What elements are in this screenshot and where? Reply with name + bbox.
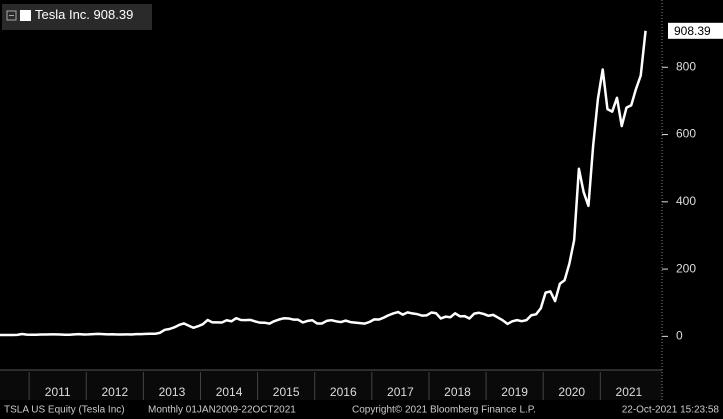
x-tick-label: 2015 bbox=[273, 385, 300, 399]
y-tick-label: 0 bbox=[676, 329, 683, 343]
legend-toggle[interactable] bbox=[6, 10, 17, 21]
x-tick-label: 2012 bbox=[101, 385, 128, 399]
x-tick-label: 2019 bbox=[501, 385, 528, 399]
legend-series-name: Tesla Inc. bbox=[35, 7, 90, 22]
x-tick-label: 2018 bbox=[444, 385, 471, 399]
last-price-label: 908.39 bbox=[674, 24, 711, 38]
x-tick-label: 2014 bbox=[216, 385, 243, 399]
x-tick-label: 2011 bbox=[45, 385, 71, 399]
x-tick-label: 2017 bbox=[387, 385, 414, 399]
legend-swatch bbox=[20, 10, 31, 21]
x-tick-label: 2016 bbox=[330, 385, 357, 399]
footer-timestamp: 22-Oct-2021 15:23:58 bbox=[622, 405, 720, 416]
legend: Tesla Inc. 908.39 bbox=[2, 4, 152, 30]
x-tick-label: 2013 bbox=[159, 385, 186, 399]
legend-last-value: 908.39 bbox=[94, 7, 134, 22]
footer-period: Monthly 01JAN2009-22OCT2021 bbox=[148, 405, 296, 416]
price-line bbox=[0, 30, 647, 337]
legend-label: Tesla Inc. 908.39 bbox=[35, 7, 133, 22]
footer-copyright: Copyright© 2021 Bloomberg Finance L.P. bbox=[352, 405, 536, 416]
y-tick-label: 200 bbox=[676, 261, 696, 275]
last-price-tag bbox=[668, 22, 723, 39]
x-axis-band bbox=[0, 370, 662, 400]
y-tick-label: 800 bbox=[676, 59, 696, 73]
x-tick-label: 2020 bbox=[558, 385, 585, 399]
y-tick-label: 600 bbox=[676, 127, 696, 141]
y-tick-label: 400 bbox=[676, 194, 696, 208]
x-tick-label: 2021 bbox=[616, 385, 643, 399]
footer-security: TSLA US Equity (Tesla Inc) bbox=[4, 405, 125, 416]
